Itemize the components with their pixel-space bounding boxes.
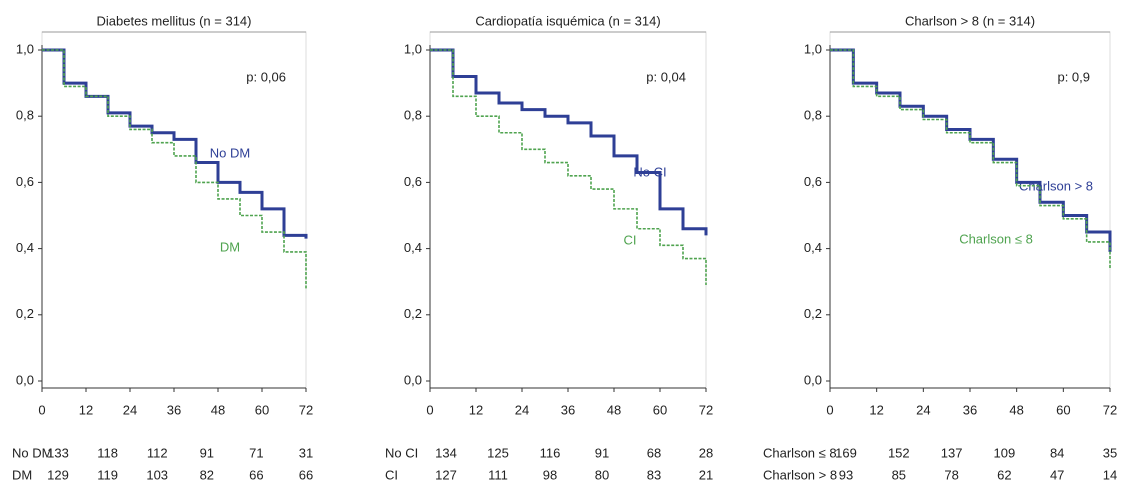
- survival-curve: [830, 49, 1111, 269]
- y-tick-label: 1,0: [804, 41, 822, 56]
- y-tick-label: 0,6: [404, 174, 422, 189]
- risk-value: 129: [47, 467, 69, 482]
- y-tick-label: 0,0: [804, 372, 822, 387]
- curve-label: No DM: [210, 145, 250, 160]
- y-tick-label: 0,2: [804, 306, 822, 321]
- risk-value: 112: [147, 445, 168, 460]
- risk-value: 91: [200, 445, 214, 460]
- risk-value: 103: [146, 467, 168, 482]
- curve-label: DM: [220, 239, 240, 254]
- x-tick-label: 24: [123, 402, 137, 417]
- risk-value: 127: [435, 467, 457, 482]
- risk-value: 78: [944, 467, 958, 482]
- risk-label: No DM: [12, 445, 52, 460]
- x-tick-label: 60: [1056, 402, 1070, 417]
- risk-value: 134: [435, 445, 457, 460]
- risk-label: Charlson > 8: [763, 467, 837, 482]
- plot-frame: [829, 31, 1111, 389]
- curve-label: Charlson > 8: [1019, 178, 1093, 193]
- risk-value: 116: [540, 445, 561, 460]
- risk-value: 31: [299, 445, 313, 460]
- risk-value: 14: [1103, 467, 1117, 482]
- x-tick-label: 24: [515, 402, 529, 417]
- risk-value: 111: [488, 467, 508, 482]
- x-tick-label: 0: [426, 402, 433, 417]
- risk-value: 21: [699, 467, 713, 482]
- risk-value: 82: [200, 467, 214, 482]
- y-tick-label: 0,8: [404, 108, 422, 123]
- x-tick-label: 0: [826, 402, 833, 417]
- chart-title: Charlson > 8 (n = 314): [905, 13, 1035, 28]
- risk-value: 169: [835, 445, 857, 460]
- risk-value: 84: [1050, 445, 1064, 460]
- x-tick-label: 60: [255, 402, 269, 417]
- risk-value: 118: [97, 445, 118, 460]
- x-tick-label: 36: [167, 402, 181, 417]
- risk-value: 119: [97, 467, 118, 482]
- x-tick-label: 48: [1009, 402, 1023, 417]
- y-tick-label: 0,8: [804, 108, 822, 123]
- risk-value: 80: [595, 467, 609, 482]
- risk-value: 28: [699, 445, 713, 460]
- x-tick-label: 36: [561, 402, 575, 417]
- x-tick-label: 72: [1103, 402, 1117, 417]
- y-tick-label: 1,0: [16, 41, 34, 56]
- x-tick-label: 0: [38, 402, 45, 417]
- chart-title: Cardiopatía isquémica (n = 314): [475, 13, 660, 28]
- y-tick-label: 0,4: [804, 240, 822, 255]
- risk-value: 62: [997, 467, 1011, 482]
- risk-value: 133: [47, 445, 69, 460]
- x-tick-label: 12: [79, 402, 93, 417]
- risk-value: 125: [487, 445, 509, 460]
- risk-label: No CI: [385, 445, 418, 460]
- x-tick-label: 12: [869, 402, 883, 417]
- risk-value: 137: [941, 445, 963, 460]
- risk-value: 83: [647, 467, 661, 482]
- risk-label: Charlson ≤ 8: [763, 445, 837, 460]
- survival-curve: [430, 48, 708, 236]
- risk-value: 68: [647, 445, 661, 460]
- risk-value: 93: [839, 467, 853, 482]
- risk-value: 66: [299, 467, 313, 482]
- p-value: p: 0,04: [646, 69, 686, 84]
- risk-value: 85: [892, 467, 906, 482]
- x-tick-label: 72: [699, 402, 713, 417]
- y-tick-label: 0,4: [16, 240, 34, 255]
- x-tick-label: 60: [653, 402, 667, 417]
- y-tick-label: 0,8: [16, 108, 34, 123]
- x-tick-label: 72: [299, 402, 313, 417]
- p-value: p: 0,06: [246, 69, 286, 84]
- p-value: p: 0,9: [1057, 69, 1090, 84]
- y-tick-label: 0,6: [16, 174, 34, 189]
- x-tick-label: 12: [469, 402, 483, 417]
- risk-value: 66: [249, 467, 263, 482]
- risk-value: 91: [595, 445, 609, 460]
- risk-label: DM: [12, 467, 32, 482]
- y-tick-label: 1,0: [404, 41, 422, 56]
- risk-value: 71: [249, 445, 263, 460]
- y-tick-label: 0,0: [16, 372, 34, 387]
- x-tick-label: 48: [607, 402, 621, 417]
- risk-value: 109: [994, 445, 1016, 460]
- survival-curve: [42, 49, 307, 289]
- curve-label: No CI: [633, 164, 666, 179]
- risk-value: 35: [1103, 445, 1117, 460]
- risk-value: 152: [888, 445, 910, 460]
- risk-value: 98: [543, 467, 557, 482]
- survival-curve: [430, 49, 707, 286]
- risk-value: 47: [1050, 467, 1064, 482]
- y-tick-label: 0,0: [404, 372, 422, 387]
- chart-title: Diabetes mellitus (n = 314): [97, 13, 252, 28]
- y-tick-label: 0,2: [404, 306, 422, 321]
- curve-label: CI: [624, 232, 637, 247]
- x-tick-label: 48: [211, 402, 225, 417]
- risk-label: CI: [385, 467, 398, 482]
- x-tick-label: 24: [916, 402, 930, 417]
- x-tick-label: 36: [963, 402, 977, 417]
- y-tick-label: 0,6: [804, 174, 822, 189]
- curve-label: Charlson ≤ 8: [959, 231, 1033, 246]
- y-tick-label: 0,4: [404, 240, 422, 255]
- y-tick-label: 0,2: [16, 306, 34, 321]
